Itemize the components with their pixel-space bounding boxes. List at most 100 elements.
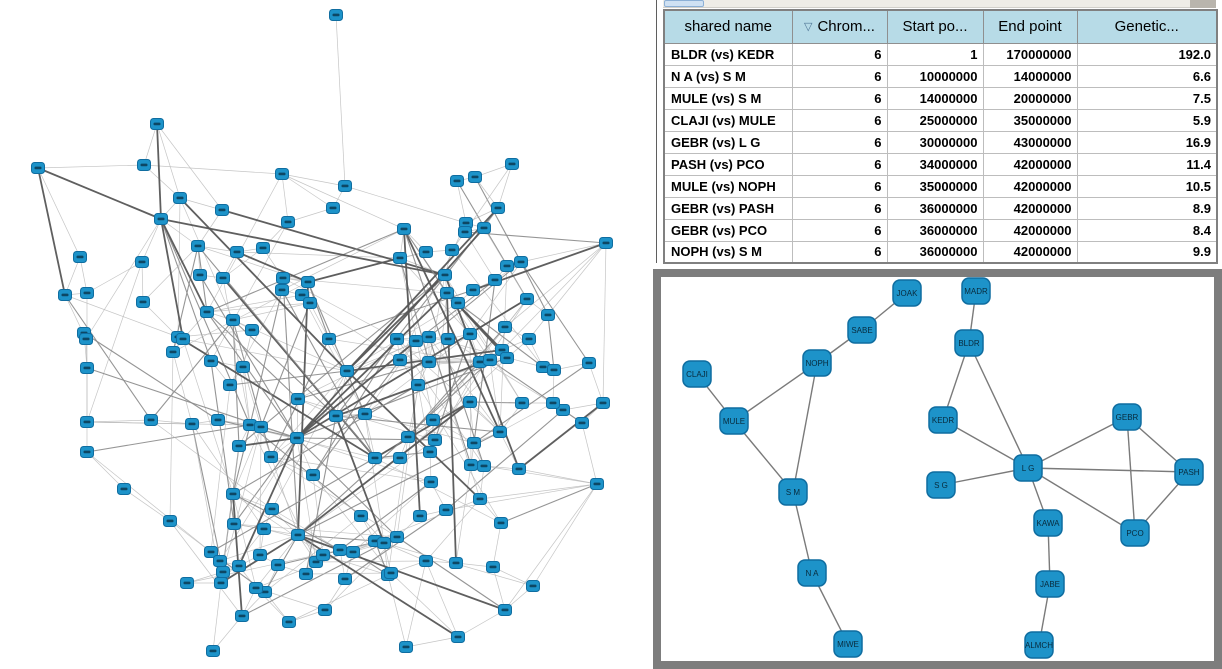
- network-node[interactable]: [318, 604, 332, 616]
- network-node[interactable]: [144, 414, 158, 426]
- network-node[interactable]: [291, 393, 305, 405]
- cell-value[interactable]: 11.4: [1076, 152, 1218, 176]
- network-node-almch[interactable]: ALMCH: [1024, 631, 1054, 659]
- network-node[interactable]: [176, 333, 190, 345]
- network-node-sabe[interactable]: SABE: [847, 316, 877, 344]
- network-node[interactable]: [468, 171, 482, 183]
- cell-value[interactable]: 10000000: [886, 64, 984, 88]
- network-node[interactable]: [136, 296, 150, 308]
- small-network-canvas[interactable]: JOAK MADR SABE BLDR NOPH CLAJI KEDR GEBR MULE L G…: [661, 277, 1214, 661]
- network-node[interactable]: [166, 346, 180, 358]
- cell-value[interactable]: 6: [791, 130, 888, 154]
- network-node[interactable]: [173, 192, 187, 204]
- cell-value[interactable]: 43000000: [982, 130, 1078, 154]
- network-node-kedr[interactable]: KEDR: [928, 406, 958, 434]
- network-node[interactable]: [409, 335, 423, 347]
- scrollbar-thumb[interactable]: [664, 0, 704, 7]
- network-node[interactable]: [216, 566, 230, 578]
- cell-value[interactable]: 42000000: [982, 174, 1078, 198]
- network-node[interactable]: [424, 476, 438, 488]
- network-node[interactable]: [230, 246, 244, 258]
- network-node[interactable]: [477, 460, 491, 472]
- network-node[interactable]: [163, 515, 177, 527]
- column-header-1[interactable]: ▽ Chrom...: [791, 9, 888, 44]
- network-node[interactable]: [354, 510, 368, 522]
- network-node[interactable]: [333, 544, 347, 556]
- cell-value[interactable]: 6: [791, 108, 888, 132]
- network-node-s-g[interactable]: S G: [926, 471, 956, 499]
- network-node[interactable]: [193, 269, 207, 281]
- table-row[interactable]: PASH (vs) PCO 6 34000000 42000000 11.4: [663, 152, 1218, 176]
- network-node[interactable]: [299, 568, 313, 580]
- cell-value[interactable]: 34000000: [886, 152, 984, 176]
- cell-value[interactable]: 1: [886, 42, 984, 66]
- network-node-madr[interactable]: MADR: [961, 277, 991, 305]
- network-node[interactable]: [473, 493, 487, 505]
- network-node[interactable]: [245, 324, 259, 336]
- network-node[interactable]: [326, 202, 340, 214]
- network-node[interactable]: [329, 410, 343, 422]
- network-node[interactable]: [526, 580, 540, 592]
- network-node[interactable]: [393, 452, 407, 464]
- network-node[interactable]: [204, 546, 218, 558]
- cell-value[interactable]: 20000000: [982, 86, 1078, 110]
- network-edge[interactable]: [968, 342, 1029, 469]
- cell-value[interactable]: 6: [791, 196, 888, 220]
- network-node[interactable]: [498, 604, 512, 616]
- network-node[interactable]: [227, 518, 241, 530]
- column-header-2[interactable]: Start po...: [886, 9, 984, 44]
- cell-shared-name[interactable]: BLDR (vs) KEDR: [663, 42, 793, 66]
- network-node[interactable]: [291, 529, 305, 541]
- cell-shared-name[interactable]: CLAJI (vs) MULE: [663, 108, 793, 132]
- network-node[interactable]: [575, 417, 589, 429]
- network-node[interactable]: [358, 408, 372, 420]
- network-node[interactable]: [213, 555, 227, 567]
- network-node[interactable]: [264, 451, 278, 463]
- network-node[interactable]: [419, 246, 433, 258]
- network-node[interactable]: [422, 356, 436, 368]
- network-node-bldr[interactable]: BLDR: [954, 329, 984, 357]
- network-node[interactable]: [450, 175, 464, 187]
- network-node[interactable]: [256, 242, 270, 254]
- network-node[interactable]: [556, 404, 570, 416]
- network-node[interactable]: [135, 256, 149, 268]
- network-node[interactable]: [451, 631, 465, 643]
- network-node-joak[interactable]: JOAK: [892, 279, 922, 307]
- network-node[interactable]: [80, 446, 94, 458]
- network-node[interactable]: [80, 416, 94, 428]
- network-node[interactable]: [493, 426, 507, 438]
- network-node[interactable]: [232, 440, 246, 452]
- network-node[interactable]: [390, 531, 404, 543]
- cell-value[interactable]: 6: [791, 152, 888, 176]
- network-node-s-m[interactable]: S M: [778, 478, 808, 506]
- network-node-kawa[interactable]: KAWA: [1033, 509, 1063, 537]
- network-node[interactable]: [467, 437, 481, 449]
- cell-shared-name[interactable]: MULE (vs) S M: [663, 86, 793, 110]
- network-node[interactable]: [290, 432, 304, 444]
- network-node[interactable]: [206, 645, 220, 657]
- network-node[interactable]: [440, 287, 454, 299]
- network-node[interactable]: [459, 217, 473, 229]
- network-node[interactable]: [117, 483, 131, 495]
- cell-value[interactable]: 36000000: [886, 196, 984, 220]
- network-edge[interactable]: [1126, 416, 1136, 534]
- network-node[interactable]: [211, 414, 225, 426]
- network-node[interactable]: [596, 397, 610, 409]
- network-node[interactable]: [215, 204, 229, 216]
- network-node[interactable]: [500, 260, 514, 272]
- cell-shared-name[interactable]: MULE (vs) NOPH: [663, 174, 793, 198]
- network-node[interactable]: [276, 272, 290, 284]
- network-node-l-g[interactable]: L G: [1013, 454, 1043, 482]
- network-node[interactable]: [422, 331, 436, 343]
- cell-value[interactable]: 7.5: [1076, 86, 1218, 110]
- column-header-4[interactable]: Genetic...: [1076, 9, 1218, 44]
- network-node[interactable]: [254, 421, 268, 433]
- network-node[interactable]: [441, 333, 455, 345]
- cell-value[interactable]: 6: [791, 42, 888, 66]
- network-node[interactable]: [191, 240, 205, 252]
- table-row[interactable]: N A (vs) S M 6 10000000 14000000 6.6: [663, 64, 1218, 88]
- filter-funnel-icon[interactable]: ▽: [804, 21, 813, 34]
- network-node[interactable]: [340, 365, 354, 377]
- table-row[interactable]: GEBR (vs) PASH 6 36000000 42000000 8.9: [663, 196, 1218, 220]
- cell-shared-name[interactable]: PASH (vs) PCO: [663, 152, 793, 176]
